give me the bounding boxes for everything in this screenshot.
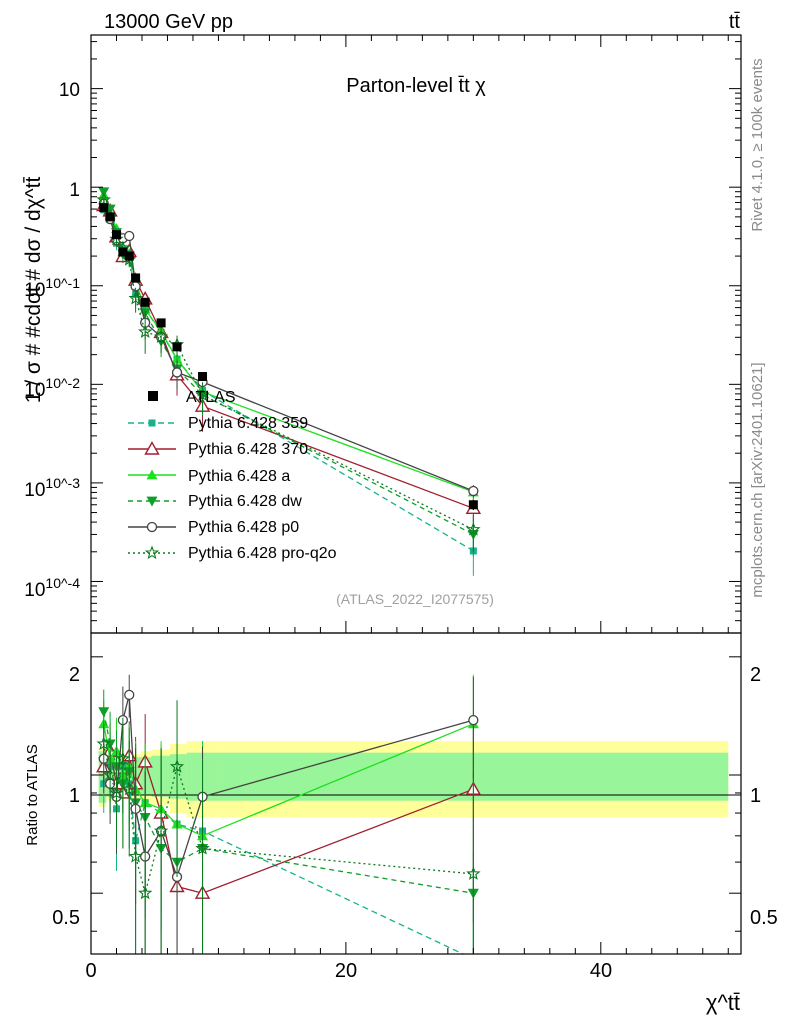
ratio-point-pro-q2o (109, 785, 124, 799)
legend-marker-359 (148, 419, 156, 427)
ratio-point-p0 (468, 714, 479, 726)
ratio-uncertainty-band (98, 741, 729, 818)
ratio-point-pro-q2o (102, 767, 118, 782)
data-point (99, 203, 109, 213)
band-inner-bin (170, 754, 187, 799)
series-point-dw (98, 187, 110, 198)
band-inner-bin (98, 751, 107, 803)
x-tick-labels: 0 20 40 (85, 960, 612, 982)
data-point (156, 318, 166, 328)
data-point (468, 500, 478, 510)
legend-marker-a (146, 469, 158, 480)
series-line-370 (103, 205, 474, 509)
y-tick-1: 1 (69, 180, 80, 201)
data-point (131, 273, 141, 283)
ratio-plot-series (96, 674, 482, 962)
y-tick-1e-4: 1010^-4 (24, 575, 80, 601)
plot-title: Parton-level t̄t χ (346, 75, 486, 97)
data-point (111, 230, 121, 240)
ratio-point-359 (470, 955, 477, 962)
legend-label-a: Pythia 6.428 a (188, 468, 290, 485)
ratio-point-pro-q2o (169, 759, 185, 773)
ratio-point-p0 (124, 689, 135, 701)
legend-label-pro-q2o: Pythia 6.428 pro-q2o (188, 545, 337, 562)
legend-marker-370 (144, 441, 160, 455)
ratio-point-dw (98, 707, 110, 718)
ratio-point-pro-q2o (466, 866, 481, 880)
analysis-id: (ATLAS_2022_I2077575) (336, 591, 494, 607)
legend-label-dw: Pythia 6.428 dw (188, 493, 302, 510)
ratio-point-pro-q2o (96, 736, 111, 751)
y-tick-10: 10 (59, 80, 80, 101)
series-point-pro-q2o (128, 290, 143, 305)
ratio-line-pro-q2o (103, 743, 474, 896)
data-point (172, 342, 182, 352)
x-tick-20: 20 (335, 960, 357, 982)
legend-label-359: Pythia 6.428 359 (188, 415, 308, 432)
ratio-tick-right-0.5: 0.5 (750, 907, 778, 929)
legend-marker-p0 (146, 521, 158, 533)
x-axis-label: χ^tt̄ (706, 990, 740, 1015)
ratio-point-pro-q2o (195, 840, 210, 855)
ratio-point-pro-q2o (153, 823, 169, 838)
legend-label-p0: Pythia 6.428 p0 (188, 519, 299, 536)
series-point-p0 (124, 230, 135, 242)
ratio-tick-right-1: 1 (750, 785, 761, 807)
legend: ATLAS Pythia 6.428 359 Pythia 6.428 370 … (128, 389, 337, 562)
y-tick-1e-3: 1010^-3 (24, 475, 80, 501)
series-point-pro-q2o (138, 324, 153, 339)
data-point (124, 251, 134, 261)
main-plot-series (96, 187, 482, 576)
axis-ticks (90, 35, 741, 954)
legend-label-atlas: ATLAS (186, 389, 236, 406)
data-point (105, 212, 115, 222)
series-point-p0 (468, 485, 479, 497)
series-point-pro-q2o (153, 329, 169, 343)
band-inner-bin (140, 757, 152, 795)
legend-item-atlas: ATLAS (148, 389, 236, 406)
main-plot-frame (90, 34, 742, 634)
data-point (140, 297, 150, 307)
ratio-point-pro-q2o (122, 781, 137, 796)
ratio-point-pro-q2o (128, 848, 143, 863)
x-tick-40: 40 (590, 960, 612, 982)
y-axis-label: 1 / σ # #cdot # dσ / dχ^tt̄ (22, 177, 45, 404)
series-point-pro-q2o (96, 192, 111, 206)
ratio-line-359 (103, 764, 465, 954)
ratio-tick-right-2: 2 (750, 664, 761, 686)
series-point-p0 (171, 367, 183, 378)
series-point-pro-q2o (466, 522, 481, 536)
ratio-point-pro-q2o (138, 885, 153, 900)
process-label: tt̄ (729, 11, 741, 33)
legend-marker-pro-q2o (144, 545, 160, 560)
legend-marker-atlas (148, 391, 158, 401)
energy-label: 13000 GeV pp (104, 11, 233, 33)
data-point (198, 372, 208, 382)
legend-marker-dw (146, 496, 158, 507)
data-point (118, 247, 128, 257)
ratio-tick-left-1: 1 (69, 785, 80, 807)
ratio-tick-left-2: 2 (69, 664, 80, 686)
band-inner-bin (132, 757, 141, 795)
ratio-y-tick-labels: 0.5 1 2 0.5 1 2 (52, 664, 778, 929)
x-tick-0: 0 (85, 960, 96, 982)
ratio-point-pro-q2o (115, 751, 131, 765)
legend-label-370: Pythia 6.428 370 (188, 441, 308, 458)
legend-series-items: Pythia 6.428 359 Pythia 6.428 370 Pythia… (128, 415, 337, 562)
mcplots-label: mcplots.cern.ch [arXiv:2401.10621] (749, 362, 766, 597)
ratio-tick-left-0.5: 0.5 (52, 907, 80, 929)
ratio-axis-label: Ratio to ATLAS (24, 744, 41, 845)
ratio-plot-frame (90, 632, 742, 955)
rivet-label: Rivet 4.1.0, ≥ 100k events (749, 58, 766, 231)
series-point-pro-q2o (195, 387, 210, 401)
